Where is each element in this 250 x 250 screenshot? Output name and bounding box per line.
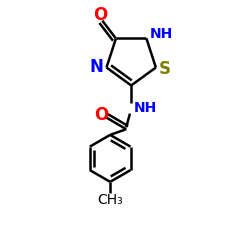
Text: CH₃: CH₃ [97, 194, 123, 207]
Text: N: N [90, 58, 104, 76]
Text: NH: NH [134, 101, 157, 115]
Text: O: O [94, 106, 108, 124]
Text: O: O [93, 6, 108, 24]
Text: S: S [159, 60, 171, 78]
Text: NH: NH [150, 27, 173, 41]
